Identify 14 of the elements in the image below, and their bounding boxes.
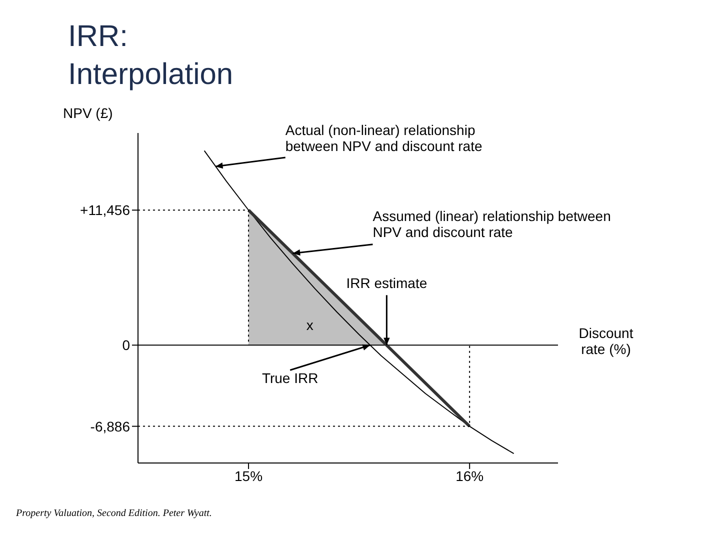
x-tick-label: 16% [456, 468, 484, 484]
annotation: Actual (non-linear) relationship between NPV and discount rate [285, 122, 484, 154]
y-axis-title: NPV (£) [63, 105, 113, 121]
annotation: IRR estimate [345, 275, 428, 292]
annotation: Assumed (linear) relationship between NPV and discount rate [372, 208, 612, 240]
text: Property Valuation, Second Edition. Peter Wyatt. [16, 508, 212, 519]
x-tick-label: 15% [234, 468, 263, 484]
annotation: True IRR [260, 370, 320, 386]
y-tick-label: +11,456 [80, 202, 130, 218]
y-tick-label: -6,886 [90, 418, 130, 434]
chart-title: IRR: Interpolation [68, 19, 234, 93]
y-tick-label: 0 [122, 337, 130, 354]
x-axis-title: Discount rate (%) [578, 325, 634, 358]
annotation: x [305, 317, 314, 334]
